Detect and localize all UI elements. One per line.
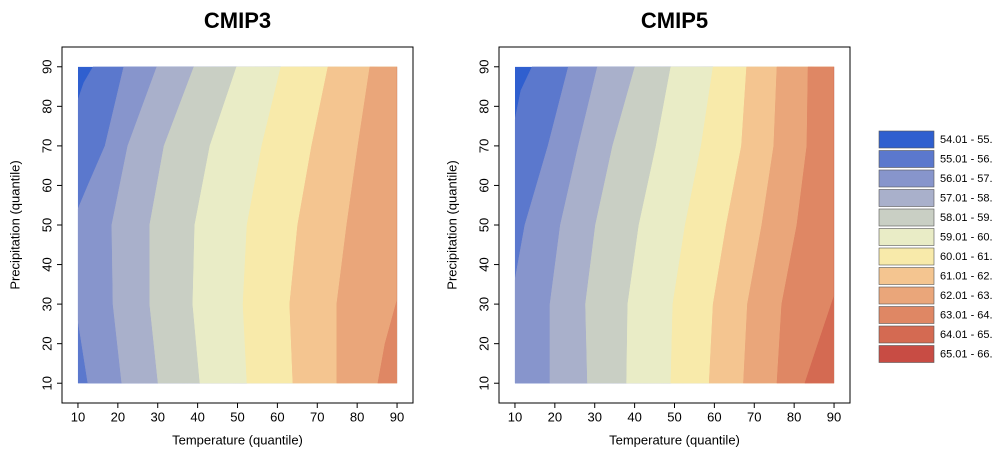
legend-swatch <box>878 306 935 324</box>
x-axis-label: Temperature (quantile) <box>609 432 740 447</box>
y-tick-label: 20 <box>476 336 491 350</box>
x-tick-label: 10 <box>508 409 522 424</box>
x-tick-label: 10 <box>71 409 85 424</box>
x-tick-label: 40 <box>190 409 204 424</box>
contour-line <box>708 66 747 384</box>
x-tick-label: 70 <box>747 409 761 424</box>
x-tick-label: 80 <box>787 409 801 424</box>
legend-swatch <box>878 169 935 188</box>
contour-line <box>514 66 533 384</box>
legend-swatch <box>878 130 935 149</box>
y-tick-label: 30 <box>39 297 54 311</box>
x-tick-label: 90 <box>390 409 404 424</box>
y-tick-label: 90 <box>39 60 54 74</box>
contour-line <box>804 66 835 384</box>
legend-swatch <box>878 286 935 305</box>
panel-title: CMIP3 <box>204 8 271 33</box>
contour-line <box>192 66 237 384</box>
legend-swatch <box>878 267 935 285</box>
y-axis-label: Precipitation (quantile) <box>7 160 22 289</box>
contour-line <box>377 66 398 384</box>
legend-swatch <box>878 189 935 207</box>
y-tick-label: 10 <box>476 376 491 390</box>
y-tick-label: 20 <box>39 336 54 350</box>
x-tick-label: 90 <box>827 409 841 424</box>
contour-line <box>514 66 569 384</box>
y-tick-label: 70 <box>476 139 491 153</box>
y-tick-label: 60 <box>39 178 54 192</box>
y-axis-label: Precipitation (quantile) <box>444 160 459 289</box>
legend-label: 57.01 - 58.00 <box>940 192 992 204</box>
y-tick-label: 90 <box>476 60 491 74</box>
contour-line <box>149 66 195 384</box>
contour-line <box>585 66 636 384</box>
contour-line <box>77 66 125 384</box>
legend-swatch <box>878 345 935 363</box>
x-tick-label: 30 <box>150 409 164 424</box>
legend-swatch <box>878 150 935 168</box>
legend-label: 60.01 - 61.00 <box>940 251 992 263</box>
legend-label: 54.01 - 55.00 <box>940 134 992 146</box>
x-tick-label: 40 <box>627 409 641 424</box>
contour-fill <box>514 66 835 384</box>
contour-line <box>549 66 598 384</box>
contour-line <box>242 66 282 384</box>
y-tick-label: 40 <box>476 257 491 271</box>
x-tick-label: 30 <box>587 409 601 424</box>
y-tick-label: 50 <box>476 218 491 232</box>
y-tick-label: 80 <box>476 99 491 113</box>
legend-swatch <box>878 247 935 266</box>
contour-fill <box>77 66 398 384</box>
legend-label: 63.01 - 64.00 <box>940 309 992 321</box>
legend-label: 61.01 - 62.00 <box>940 270 992 282</box>
contour-line <box>776 66 809 384</box>
x-tick-label: 50 <box>667 409 681 424</box>
legend-label: 59.01 - 60.00 <box>940 231 992 243</box>
y-tick-label: 70 <box>39 139 54 153</box>
contour-line <box>77 66 94 384</box>
y-tick-label: 30 <box>476 297 491 311</box>
contour-line <box>336 66 371 384</box>
legend-label: 56.01 - 57.00 <box>940 173 992 185</box>
legend-label: 58.01 - 59.00 <box>940 212 992 224</box>
y-tick-label: 10 <box>39 376 54 390</box>
x-tick-label: 20 <box>111 409 125 424</box>
y-tick-label: 60 <box>476 178 491 192</box>
contour-line <box>670 66 714 384</box>
legend-label: 65.01 - 66.00 <box>940 348 992 360</box>
legend-label: 55.01 - 56.00 <box>940 153 992 165</box>
contour-line <box>626 66 672 384</box>
y-tick-label: 80 <box>39 99 54 113</box>
x-tick-label: 70 <box>310 409 324 424</box>
y-tick-label: 50 <box>39 218 54 232</box>
y-tick-label: 40 <box>39 257 54 271</box>
panel-title: CMIP5 <box>641 8 708 33</box>
x-tick-label: 60 <box>270 409 284 424</box>
legend-swatch <box>878 325 935 344</box>
contour-line <box>289 66 329 384</box>
legend-label: 62.01 - 63.00 <box>940 290 992 302</box>
legend-swatch <box>878 228 935 246</box>
contour-line <box>111 66 158 384</box>
x-axis-label: Temperature (quantile) <box>172 432 303 447</box>
legend-label: 64.01 - 65.00 <box>940 329 992 341</box>
x-tick-label: 80 <box>350 409 364 424</box>
legend-swatch <box>878 208 935 227</box>
x-tick-label: 50 <box>230 409 244 424</box>
x-tick-label: 60 <box>707 409 721 424</box>
contour-line <box>743 66 778 384</box>
x-tick-label: 20 <box>548 409 562 424</box>
